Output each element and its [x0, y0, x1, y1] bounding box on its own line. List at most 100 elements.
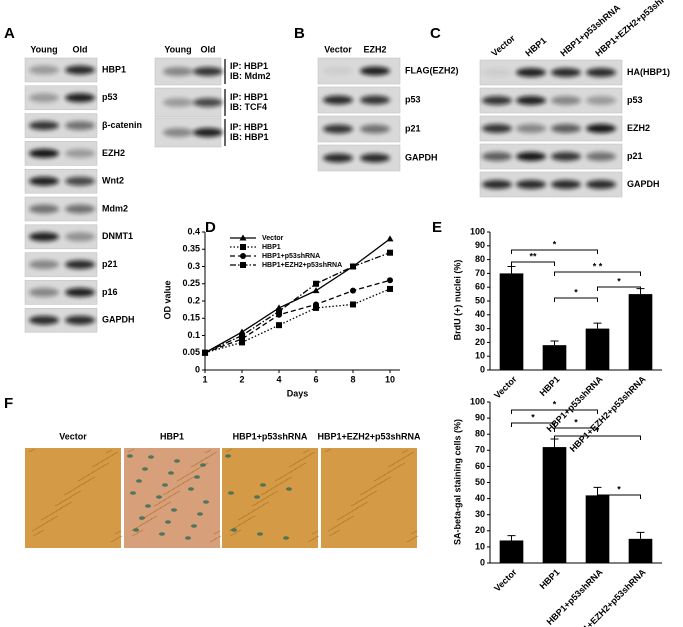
- cell-texture: [327, 527, 335, 532]
- bar: [542, 447, 567, 563]
- y-tick-label: 20: [475, 337, 485, 347]
- stained-cell: [139, 516, 145, 520]
- error-bar: [507, 535, 516, 541]
- row-label: β-catenin: [102, 120, 142, 130]
- cell-texture: [270, 485, 278, 490]
- blot-band: [586, 124, 616, 133]
- blot-band: [551, 96, 581, 105]
- blot-band: [29, 176, 59, 186]
- blot-band: [586, 68, 616, 77]
- image-caption: HBP1+EZH2+p53shRNA: [317, 431, 421, 441]
- cell-texture: [145, 518, 153, 523]
- y-tick-label: 100: [470, 396, 485, 406]
- cell-texture: [68, 488, 76, 493]
- point: [387, 285, 393, 292]
- panel-label: C: [430, 25, 441, 42]
- bar: [585, 328, 610, 370]
- cell-texture: [136, 529, 144, 534]
- y-tick-label: 90: [475, 412, 485, 422]
- blot-band: [65, 232, 95, 242]
- cell-texture: [114, 530, 122, 535]
- blot-band: [65, 260, 95, 270]
- cell-texture: [324, 448, 332, 453]
- cell-texture: [237, 516, 245, 521]
- row-label: GAPDH: [405, 152, 438, 162]
- blot-band: [29, 315, 59, 325]
- row-label: p53: [405, 94, 421, 104]
- point: [350, 287, 356, 294]
- stained-cell: [127, 454, 133, 458]
- x-axis-label: Days: [287, 388, 309, 398]
- cell-texture: [46, 518, 54, 523]
- error-bar: [507, 266, 516, 274]
- image-caption: Vector: [59, 431, 87, 441]
- cell-texture: [257, 504, 265, 509]
- bar: [499, 540, 524, 563]
- cell-texture: [311, 530, 319, 535]
- cell-texture: [59, 499, 67, 504]
- cell-texture: [328, 532, 336, 537]
- cell-texture: [336, 516, 344, 521]
- cell-texture: [172, 485, 180, 490]
- cell-texture: [31, 527, 39, 532]
- blot-band: [482, 152, 512, 161]
- row-label: EZH2: [627, 123, 650, 133]
- blot-band: [65, 148, 95, 158]
- cell-texture: [355, 499, 363, 504]
- cell-texture: [91, 463, 99, 468]
- cell-texture: [82, 474, 90, 479]
- significance-bracket: [511, 409, 598, 414]
- cell-texture: [78, 482, 86, 487]
- stained-cell: [254, 495, 260, 499]
- significance-bracket: [511, 261, 555, 266]
- point: [276, 308, 282, 315]
- significance-label: *: [553, 399, 557, 409]
- y-tick-label: 0.1: [187, 330, 200, 340]
- blot-band: [29, 232, 59, 242]
- row-label: EZH2: [102, 148, 125, 158]
- cell-texture: [410, 530, 418, 535]
- micrograph: [25, 448, 121, 548]
- series-line: [204, 238, 391, 354]
- point: [387, 249, 393, 256]
- cell-texture: [209, 538, 217, 543]
- blot-band: [29, 287, 59, 297]
- x-tick-label: 6: [313, 374, 318, 384]
- cell-texture: [63, 491, 71, 496]
- x-tick-label: 1: [202, 374, 207, 384]
- cell-texture: [337, 521, 345, 526]
- cell-texture: [54, 502, 62, 507]
- cell-texture: [411, 535, 419, 540]
- stained-cell: [185, 536, 191, 540]
- y-tick-label: 40: [475, 493, 485, 503]
- stained-cell: [159, 532, 165, 536]
- cell-texture: [378, 474, 386, 479]
- stained-cell: [156, 495, 162, 499]
- blot-band: [482, 68, 512, 77]
- cell-texture: [346, 510, 354, 515]
- blot-band: [323, 153, 353, 163]
- cell-texture: [388, 468, 396, 473]
- blot-band: [482, 96, 512, 105]
- cell-texture: [37, 529, 45, 534]
- error-bar: [636, 531, 645, 539]
- cell-texture: [384, 476, 392, 481]
- cell-texture: [342, 518, 350, 523]
- cell-texture: [248, 515, 256, 520]
- y-tick-label: 80: [475, 254, 485, 264]
- cell-texture: [284, 471, 292, 476]
- cell-texture: [105, 449, 113, 454]
- cell-texture: [182, 479, 190, 484]
- cell-texture: [144, 513, 152, 518]
- stained-cell: [165, 520, 171, 524]
- cell-texture: [398, 462, 406, 467]
- cell-texture: [288, 463, 296, 468]
- blot-band: [323, 124, 353, 134]
- bar: [542, 345, 567, 370]
- blot-band: [360, 66, 390, 76]
- x-tick-label: Vector: [492, 567, 519, 594]
- x-tick-label: 4: [276, 374, 281, 384]
- y-tick-label: 0.15: [182, 313, 200, 323]
- blot-band: [29, 65, 59, 75]
- cell-texture: [159, 504, 167, 509]
